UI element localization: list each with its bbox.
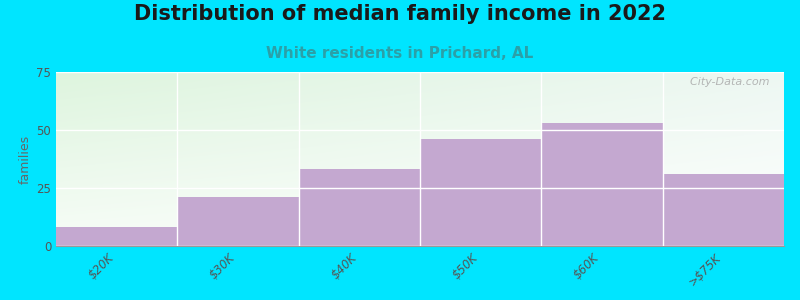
Bar xyxy=(298,169,420,246)
Bar xyxy=(56,227,178,246)
Bar xyxy=(542,123,662,246)
Bar xyxy=(178,197,298,246)
Text: Distribution of median family income in 2022: Distribution of median family income in … xyxy=(134,4,666,25)
Text: White residents in Prichard, AL: White residents in Prichard, AL xyxy=(266,46,534,62)
Bar xyxy=(420,139,542,246)
Text: City-Data.com: City-Data.com xyxy=(683,77,770,87)
Y-axis label: families: families xyxy=(19,134,32,184)
Bar xyxy=(662,174,784,246)
